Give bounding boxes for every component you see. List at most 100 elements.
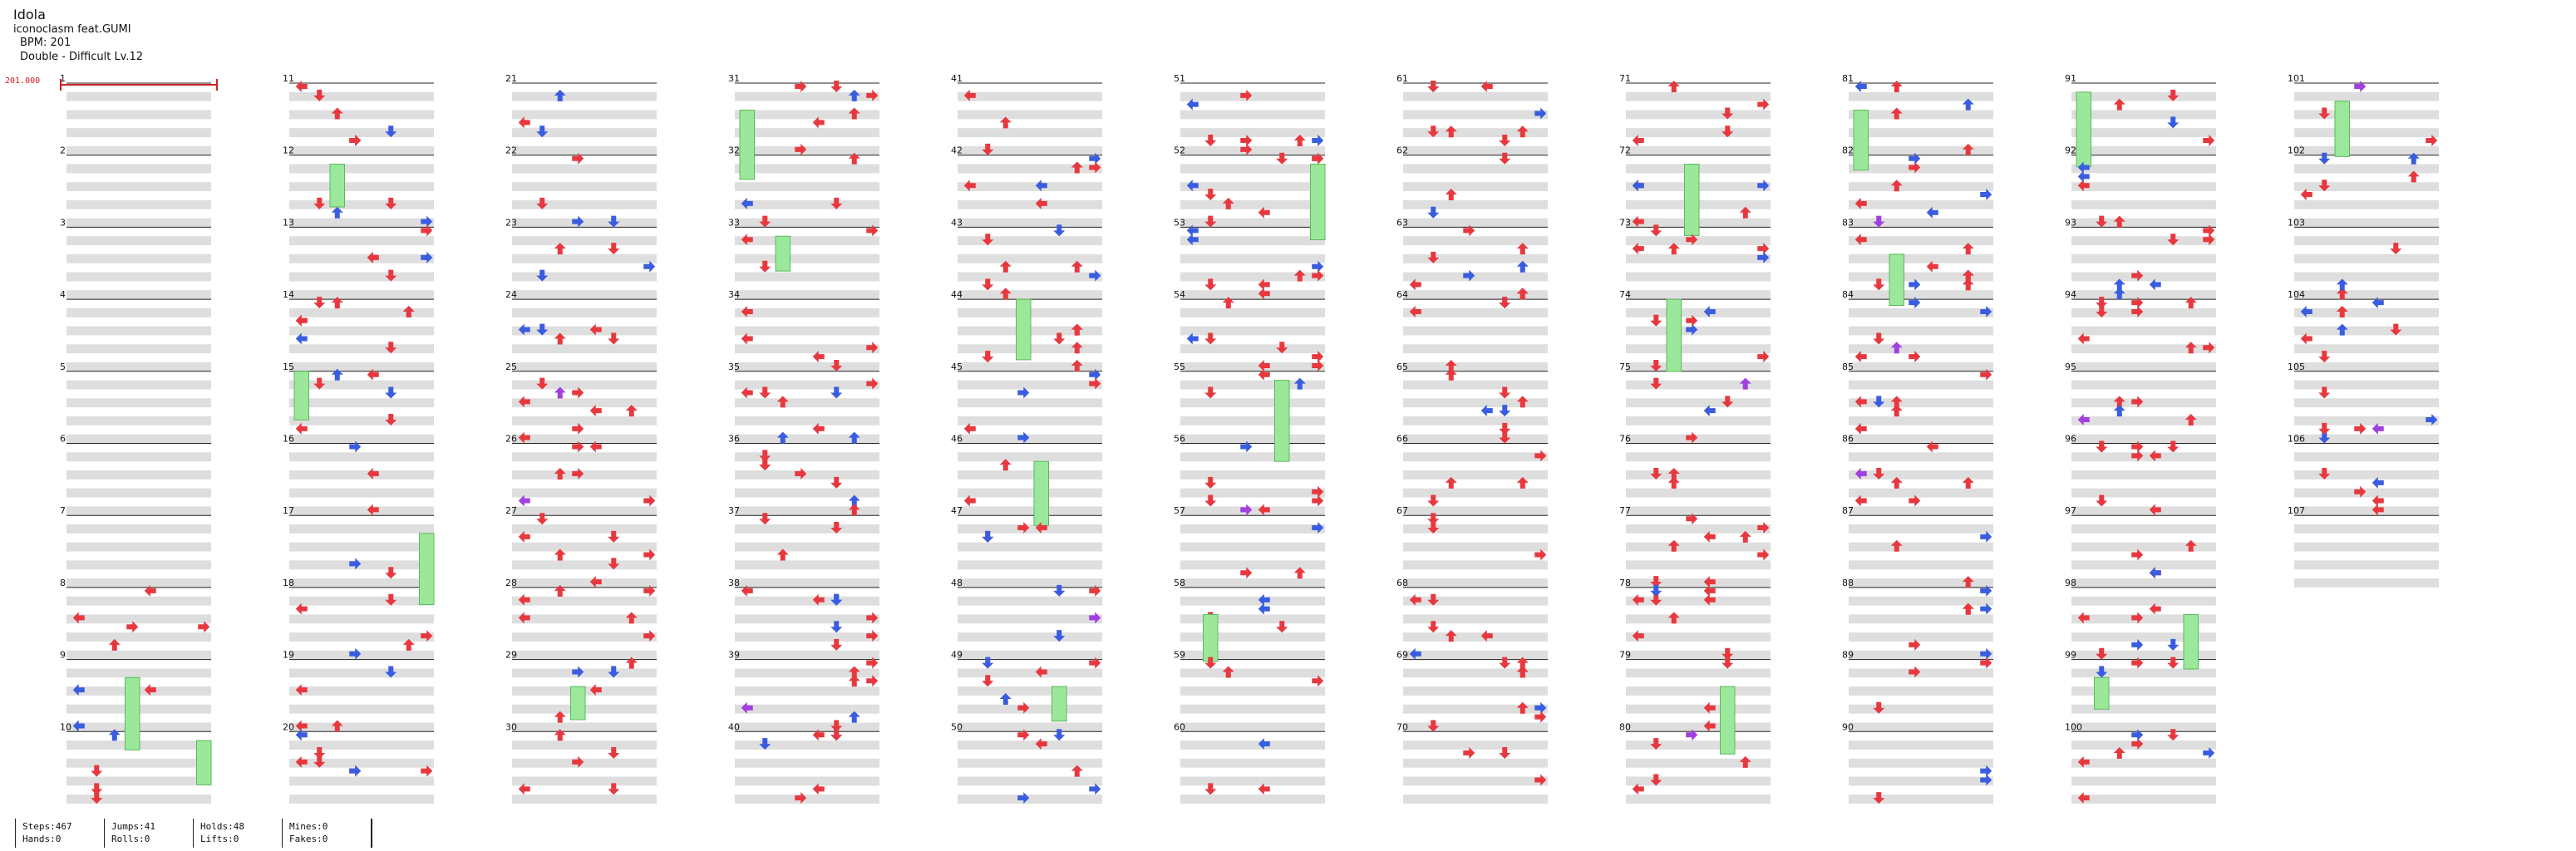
hold-note [125,676,140,750]
step-arrow-icon [91,765,103,777]
beat-band [512,236,657,246]
step-arrow-icon [830,638,843,651]
beat-band [2071,236,2216,246]
step-arrow-icon [1499,135,1511,147]
step-arrow-icon [1980,368,1992,381]
step-arrow-icon [1686,729,1698,741]
beat-band [512,218,657,228]
beat-band [735,740,879,750]
step-arrow-icon [2372,494,2384,507]
beat-band [1180,452,1325,462]
step-arrow-icon [866,612,879,624]
stat-jumps-rolls: Jumps:41 Rolls:0 [104,819,193,848]
beat-band [1180,416,1325,426]
step-arrow-icon [1499,422,1511,435]
step-arrow-icon [1703,576,1716,588]
step-arrow-icon [2372,422,2384,435]
beat-band [735,236,879,246]
step-arrow-icon [1854,351,1867,363]
step-arrow-icon [2426,135,2438,147]
measure-number: 14 [283,289,294,300]
step-arrow-icon [1445,359,1457,371]
beat-band [1626,128,1771,138]
beat-band [66,182,211,192]
measure-number: 82 [1842,145,1854,156]
step-arrow-icon [1739,755,1751,768]
step-arrow-icon [2167,440,2180,453]
measure-number: 18 [283,578,294,588]
beat-band [66,110,211,120]
step-arrow-icon [1204,657,1217,669]
measure-number: 68 [1396,578,1408,588]
beat-band [289,686,434,696]
beat-band [1626,253,1771,263]
measure-number: 89 [1842,650,1854,661]
step-arrow-icon [1854,234,1867,246]
beat-band [66,272,211,282]
hold-note [2334,101,2350,157]
step-arrow-icon [385,269,397,282]
step-arrow-icon [982,351,994,363]
step-arrow-icon [1499,657,1511,669]
step-arrow-icon [313,746,326,759]
measure-number: 65 [1396,362,1408,372]
step-arrow-icon [518,494,530,507]
step-arrow-icon [1258,593,1270,606]
step-arrow-icon [2077,792,2090,804]
step-arrow-icon [2372,504,2384,516]
step-arrow-icon [999,116,1012,129]
measure-number: 88 [1842,578,1854,588]
beat-band [66,218,211,228]
step-arrow-icon [1276,342,1288,354]
beat-band [1180,128,1325,138]
step-arrow-icon [1035,666,1047,678]
measure-number: 38 [728,578,740,588]
beat-band [958,434,1102,444]
beat-band [512,253,657,263]
beat-band [1403,470,1548,480]
step-arrow-icon [2203,224,2215,237]
step-arrow-icon [1293,135,1306,147]
step-arrow-icon [1854,396,1867,408]
beat-band [66,199,211,209]
beat-band [1403,452,1548,462]
step-arrow-icon [1427,251,1440,263]
step-arrow-icon [1909,666,1921,678]
beat-band [1626,668,1771,678]
beat-band [512,722,657,732]
measure-number: 3 [60,217,66,228]
hold-note [2094,676,2110,710]
step-arrow-icon [2131,638,2144,651]
step-arrow-icon [1962,603,1974,615]
step-arrow-icon [91,783,103,795]
step-arrow-icon [2203,342,2215,354]
step-arrow-icon [2318,180,2331,192]
beat-band [1403,596,1548,606]
beat-band [512,326,657,336]
beat-band [289,344,434,354]
step-arrow-icon [554,468,566,480]
beat-band [512,794,657,804]
beat-band [1180,758,1325,768]
step-arrow-icon [1721,107,1734,120]
beat-band [958,91,1102,101]
step-arrow-icon [385,125,397,138]
measure-number: 67 [1396,505,1408,516]
measure-number: 77 [1619,505,1631,516]
measure-number: 61 [1396,73,1408,84]
measure-number: 102 [2288,145,2305,156]
step-arrow-icon [608,558,620,570]
beat-band [512,290,657,300]
step-arrow-icon [643,548,656,561]
step-arrow-icon [421,215,433,228]
beat-band [2071,145,2216,155]
step-arrow-icon [776,396,789,408]
beat-band [1849,632,1993,642]
beat-band [289,380,434,390]
measure-number: 99 [2065,650,2076,661]
beat-band [2294,91,2439,101]
step-arrow-icon [1757,351,1770,363]
beat-band [1626,380,1771,390]
step-arrow-icon [848,675,860,687]
measure-number: 20 [283,721,294,732]
